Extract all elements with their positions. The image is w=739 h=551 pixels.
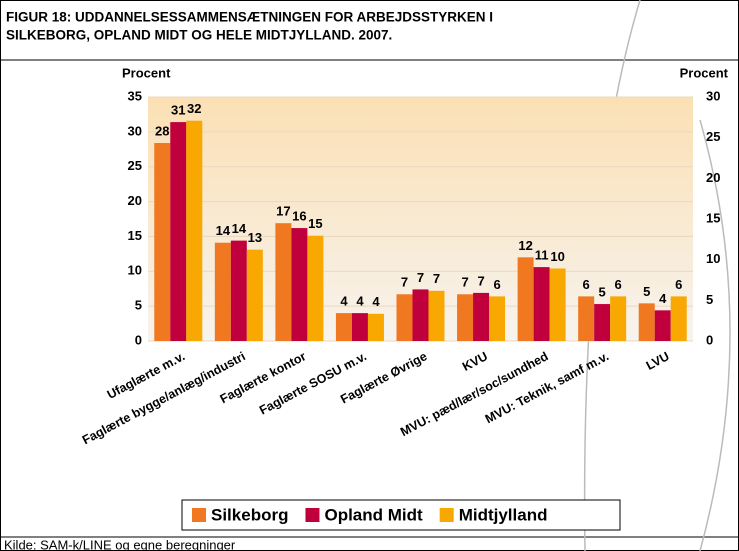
value-label: 14 xyxy=(232,221,247,236)
y-tick-label: 15 xyxy=(128,228,142,243)
value-label: 7 xyxy=(433,271,440,286)
bar xyxy=(578,296,595,341)
value-label: 6 xyxy=(583,277,590,292)
y-tick-label: 30 xyxy=(128,123,142,138)
y2-tick-label: 5 xyxy=(706,292,713,307)
bar xyxy=(428,290,445,341)
value-label: 5 xyxy=(643,284,650,299)
bar xyxy=(610,296,627,341)
value-label: 4 xyxy=(372,294,380,309)
value-label: 7 xyxy=(417,270,424,285)
value-label: 31 xyxy=(171,103,185,118)
value-label: 6 xyxy=(493,277,500,292)
decor-arc xyxy=(699,119,731,551)
bar xyxy=(457,294,474,341)
bar xyxy=(489,296,506,341)
value-label: 17 xyxy=(276,204,290,219)
y2-axis-label: Procent xyxy=(680,65,729,80)
bar xyxy=(367,313,384,341)
y-tick-label: 10 xyxy=(128,263,142,278)
y2-tick-label: 0 xyxy=(706,332,713,347)
bar xyxy=(473,292,490,341)
bar xyxy=(549,268,566,341)
bar xyxy=(638,303,655,341)
value-label: 15 xyxy=(308,216,322,231)
legend-label: Midtjylland xyxy=(459,505,548,524)
bar xyxy=(594,304,611,341)
bar xyxy=(533,267,550,341)
chart-title: SILKEBORG, OPLAND MIDT OG HELE MIDTJYLLA… xyxy=(6,28,392,43)
value-label: 28 xyxy=(155,123,169,138)
chart-title: FIGUR 18: UDDANNELSESSAMMENSÆTNINGEN FOR… xyxy=(6,10,493,25)
y-tick-label: 35 xyxy=(128,88,142,103)
legend-swatch xyxy=(305,508,320,522)
bar xyxy=(186,120,203,342)
value-label: 5 xyxy=(599,284,606,299)
y2-tick-label: 10 xyxy=(706,251,720,266)
bar xyxy=(351,313,368,341)
value-label: 13 xyxy=(248,230,262,245)
x-tick-label: Faglærte SOSU m.v. xyxy=(257,349,369,417)
bar xyxy=(230,240,247,341)
value-label: 4 xyxy=(659,291,667,306)
source: Kilde: SAM-k/LINE og egne beregninger xyxy=(4,537,236,551)
bar xyxy=(412,289,429,341)
y2-tick-label: 25 xyxy=(706,129,720,144)
y2-tick-label: 20 xyxy=(706,170,720,185)
legend-label: Silkeborg xyxy=(211,505,288,524)
y-tick-label: 5 xyxy=(135,298,142,313)
legend-swatch xyxy=(439,508,454,522)
bar xyxy=(214,242,231,341)
value-label: 4 xyxy=(356,294,364,309)
value-label: 10 xyxy=(550,249,564,264)
value-label: 12 xyxy=(518,238,532,253)
value-label: 14 xyxy=(216,223,231,238)
value-label: 32 xyxy=(187,101,201,116)
bar xyxy=(654,310,671,341)
value-label: 7 xyxy=(401,275,408,290)
bar xyxy=(670,296,687,341)
bar xyxy=(275,223,292,341)
bar xyxy=(396,294,413,341)
x-tick-label: KVU xyxy=(460,349,490,374)
value-label: 6 xyxy=(675,277,682,292)
bar xyxy=(307,235,324,341)
legend-label: Opland Midt xyxy=(324,505,423,524)
bar xyxy=(517,257,534,341)
y-tick-label: 0 xyxy=(135,332,142,347)
y-tick-label: 20 xyxy=(128,193,142,208)
x-tick-label: LVU xyxy=(644,349,672,373)
value-label: 11 xyxy=(535,248,549,263)
bar xyxy=(335,313,352,341)
legend xyxy=(181,499,621,531)
y-tick-label: 25 xyxy=(128,158,142,173)
y2-tick-label: 15 xyxy=(706,210,720,225)
value-label: 6 xyxy=(615,277,622,292)
value-label: 7 xyxy=(461,275,468,290)
y2-tick-label: 30 xyxy=(706,88,720,103)
bar xyxy=(170,122,187,342)
value-label: 7 xyxy=(477,273,484,288)
value-label: 16 xyxy=(292,209,306,224)
bar xyxy=(154,143,171,341)
y-axis-label: Procent xyxy=(122,65,171,80)
bar xyxy=(246,249,263,341)
bar xyxy=(291,228,308,341)
legend-swatch xyxy=(192,508,206,522)
value-label: 4 xyxy=(340,294,348,309)
